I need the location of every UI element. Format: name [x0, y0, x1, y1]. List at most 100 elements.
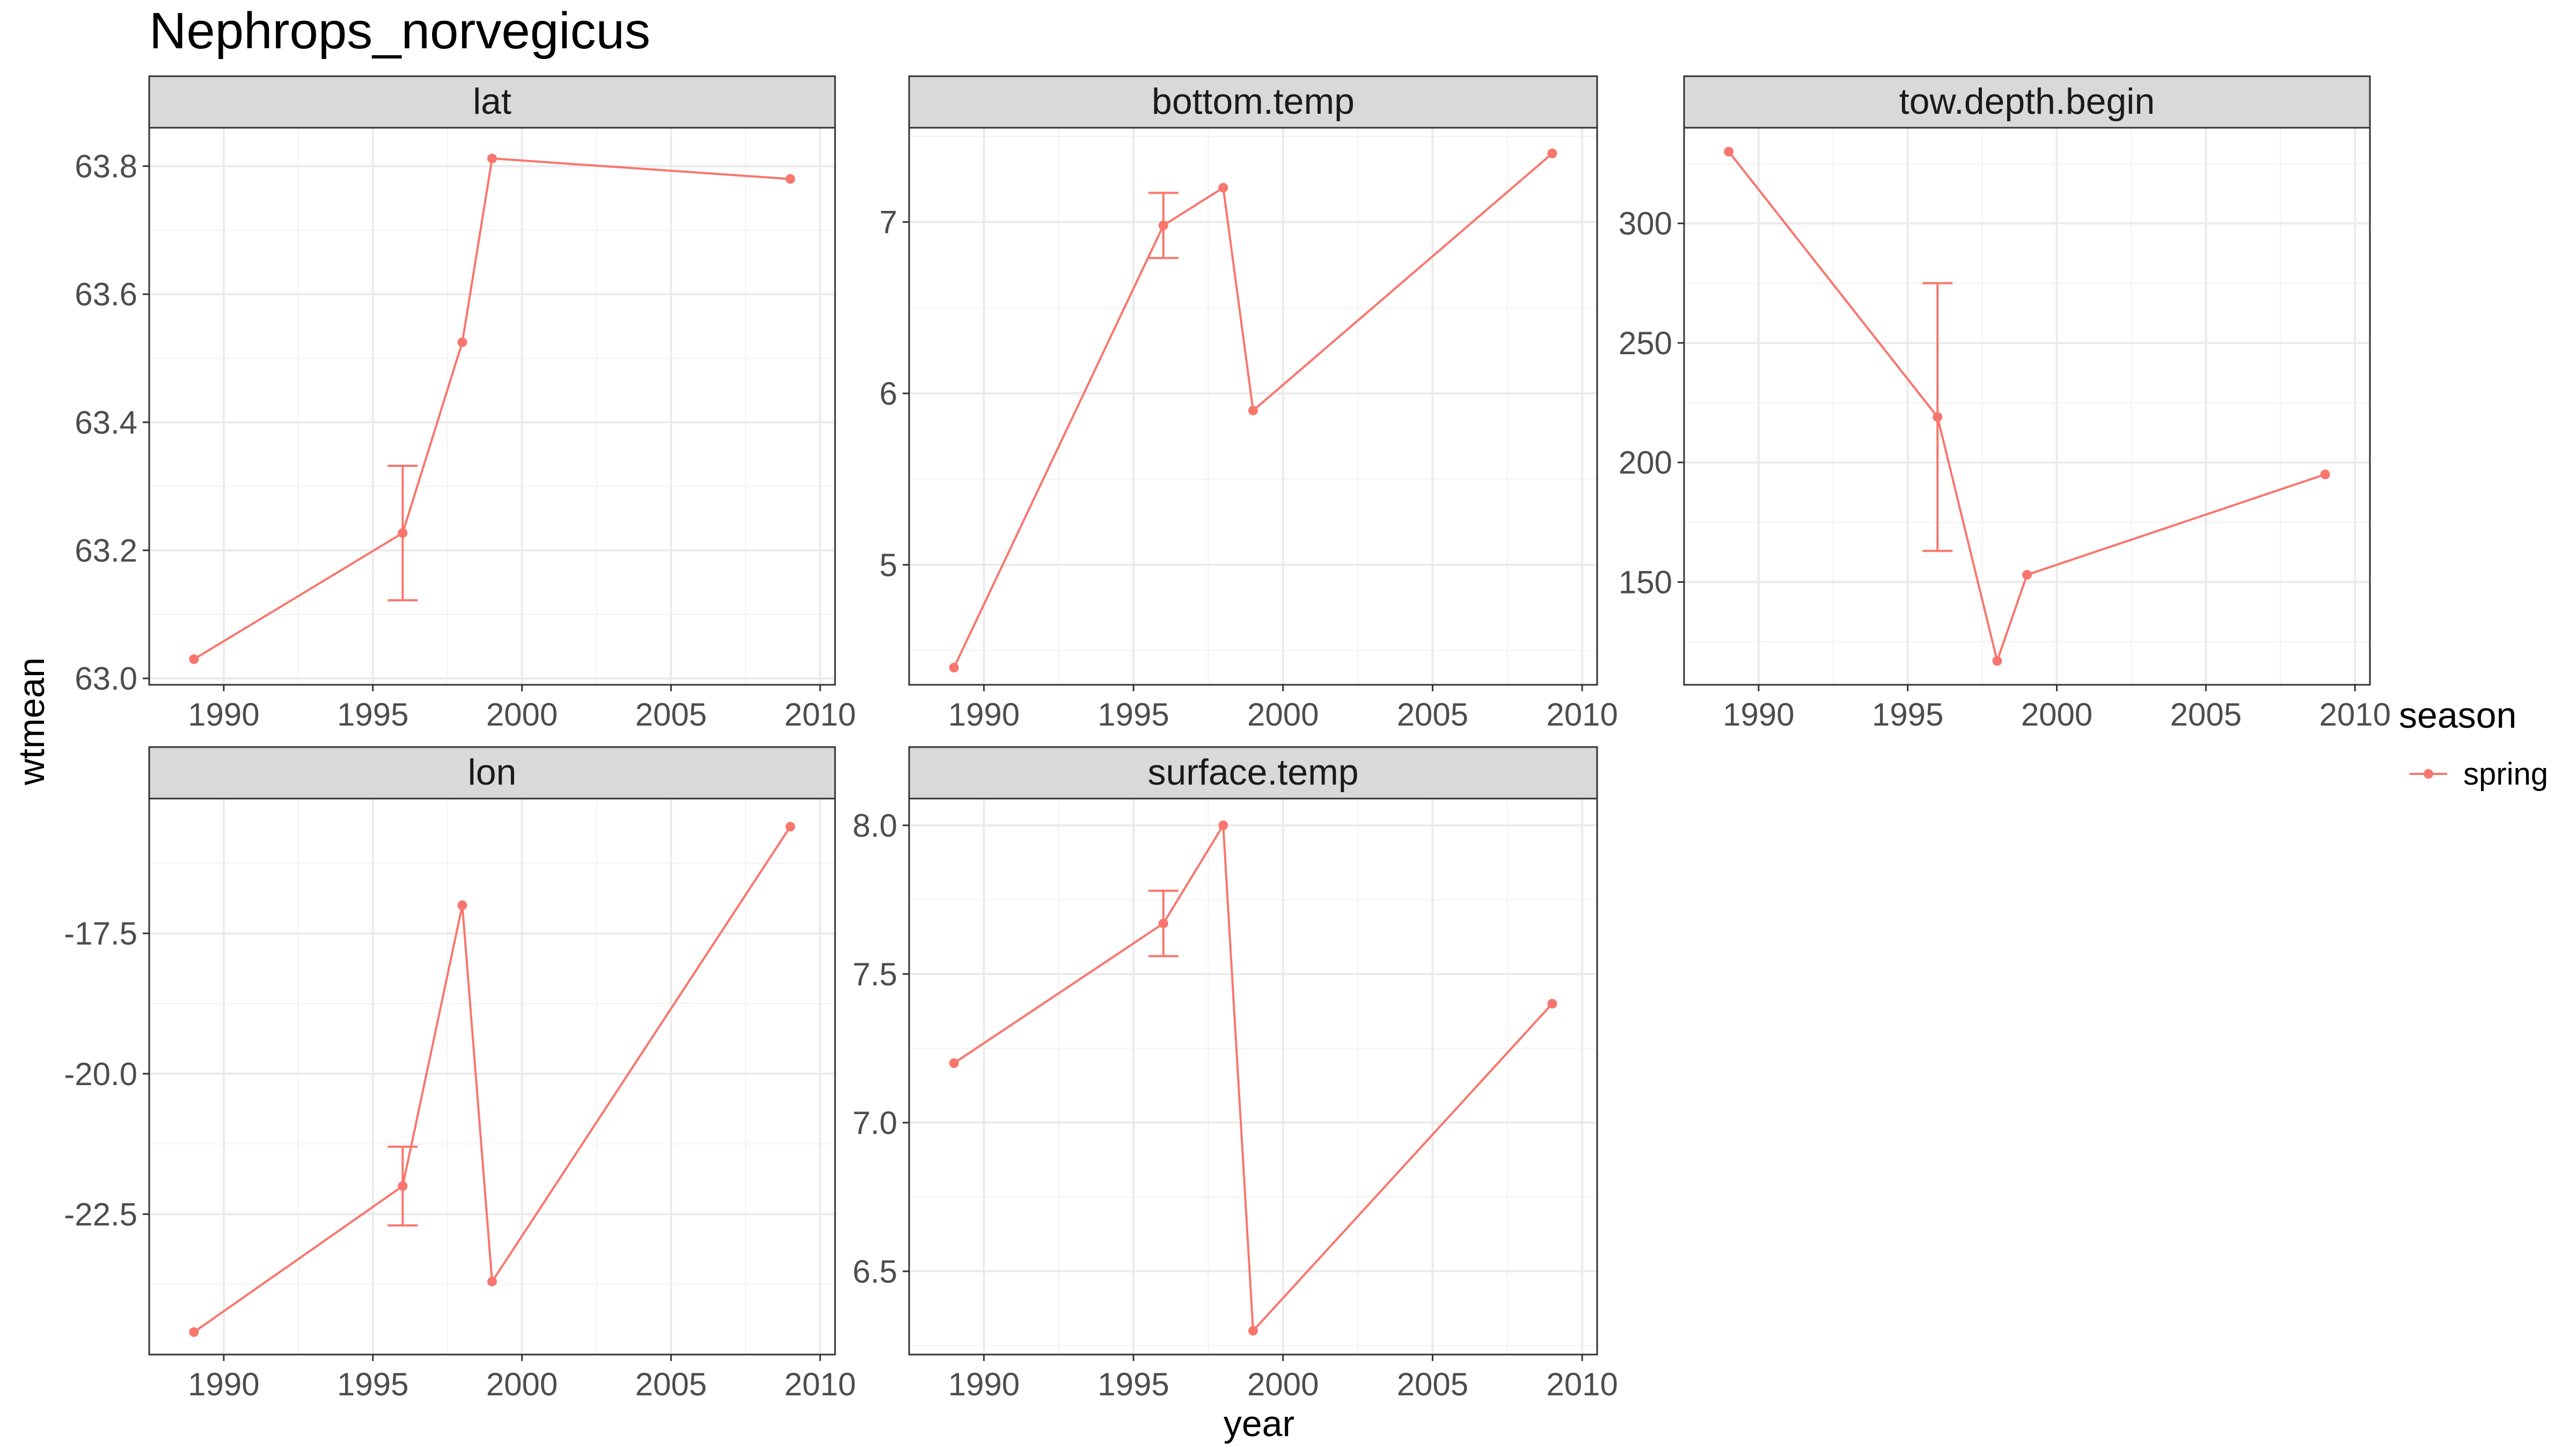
y-axis-title: wtmean — [11, 657, 52, 786]
y-tick-label: 63.0 — [75, 661, 137, 697]
y-tick-label: 63.8 — [75, 149, 137, 185]
panel-border — [148, 127, 836, 686]
data-point-1989 — [1724, 147, 1734, 157]
legend-title: season — [2399, 695, 2516, 736]
y-tick-label: 200 — [1619, 445, 1672, 481]
legend: season spring — [2399, 695, 2548, 792]
data-point-1999 — [2022, 570, 2032, 580]
x-tick-label: 2005 — [1397, 697, 1468, 733]
x-tick-label: 1995 — [1097, 1366, 1169, 1402]
legend-label-spring: spring — [2463, 757, 2548, 792]
facet-panel-lat: lat 1990 1995 2000 2005 2010 63.0 63.2 63.4 63.6 6… — [75, 75, 856, 733]
data-point-1989 — [949, 663, 959, 673]
data-point-1989 — [189, 654, 199, 664]
y-tick-label: 63.2 — [75, 532, 137, 568]
y-tick-label: 7.5 — [853, 956, 897, 992]
facet-panel-bottom-temp: bottom.temp 1990 1995 2000 2005 2010 5 6 7 — [880, 75, 1618, 733]
y-tick-label: -22.5 — [64, 1196, 137, 1232]
x-tick-label: 1995 — [337, 1366, 408, 1402]
data-point-1999 — [487, 153, 497, 164]
x-axis-title: year — [1224, 1403, 1294, 1444]
x-tick-label: 2000 — [2021, 697, 2092, 733]
x-tick-label: 2010 — [784, 1366, 855, 1402]
data-point-2009 — [785, 174, 795, 184]
data-point-1989 — [949, 1058, 959, 1069]
chart-title: Nephrops_norvegicus — [149, 2, 650, 60]
x-tick-label: 2000 — [486, 1366, 558, 1402]
facet-strip — [1683, 75, 2371, 129]
x-tick-label: 2000 — [1247, 697, 1319, 733]
series-line-spring — [953, 822, 1553, 1334]
x-tick-label: 1990 — [188, 1366, 259, 1402]
facet-strip — [148, 75, 836, 129]
facet-panel-lon: lon 1990 1995 2000 2005 2010 -22.5 -20.0 -17.5 — [64, 746, 856, 1402]
facet-strip-label: surface.temp — [1147, 752, 1358, 793]
series-line-spring — [1728, 151, 2326, 665]
facet-strip-label: tow.depth.begin — [1899, 81, 2155, 122]
y-tick-label: -20.0 — [64, 1056, 137, 1092]
y-tick-label: 150 — [1619, 564, 1672, 600]
y-tick-label: 250 — [1619, 325, 1672, 361]
x-tick-label: 2005 — [2170, 697, 2242, 733]
panel-border — [908, 127, 1598, 686]
y-tick-label: 8.0 — [853, 808, 897, 844]
data-point-1996 — [1158, 221, 1168, 231]
facet-strip — [148, 746, 836, 800]
y-tick-label: 63.4 — [75, 405, 137, 441]
panel-border — [1683, 127, 2371, 686]
panel-border — [148, 797, 836, 1356]
x-tick-label: 2010 — [1546, 1366, 1618, 1402]
facet-strip — [908, 746, 1598, 800]
data-point-2009 — [2320, 469, 2330, 479]
x-tick-label: 1990 — [948, 697, 1020, 733]
x-tick-label: 1990 — [188, 697, 259, 733]
x-tick-label: 2005 — [1397, 1366, 1468, 1402]
series-line-spring — [193, 826, 792, 1333]
x-tick-label: 1995 — [337, 697, 408, 733]
x-tick-label: 1990 — [948, 1366, 1020, 1402]
y-tick-label: 300 — [1619, 206, 1672, 241]
facet-strip-label: lon — [468, 752, 517, 793]
x-tick-label: 1995 — [1872, 697, 1943, 733]
legend-key-point — [2424, 769, 2433, 779]
y-tick-label: -17.5 — [64, 916, 137, 952]
data-point-1998 — [457, 337, 467, 347]
y-tick-label: 63.6 — [75, 276, 137, 312]
y-tick-label: 7 — [880, 204, 897, 240]
y-tick-label: 6.5 — [853, 1254, 897, 1290]
data-point-1998 — [1218, 820, 1228, 830]
panel-border — [908, 797, 1598, 1356]
facet-strip-label: lat — [473, 81, 511, 122]
series-line-spring — [193, 157, 791, 660]
x-tick-label: 2010 — [784, 697, 855, 733]
data-point-1999 — [487, 1276, 497, 1286]
x-tick-label: 1990 — [1723, 697, 1794, 733]
x-tick-label: 2005 — [635, 697, 707, 733]
facet-panel-surface-temp: surface.temp 1990 1995 2000 2005 2010 6.5 7.0 7.… — [853, 746, 1618, 1402]
x-tick-label: 2010 — [1546, 697, 1618, 733]
x-tick-label: 2000 — [486, 697, 558, 733]
data-point-1996 — [398, 1181, 408, 1191]
data-point-1998 — [1992, 656, 2002, 666]
facet-strip-label: bottom.temp — [1152, 81, 1355, 122]
data-point-1996 — [1158, 918, 1168, 928]
data-point-1998 — [457, 900, 467, 910]
y-tick-label: 5 — [880, 547, 897, 583]
x-tick-label: 2000 — [1247, 1366, 1319, 1402]
data-point-1989 — [189, 1327, 199, 1337]
x-tick-label: 2005 — [635, 1366, 707, 1402]
facet-strip — [908, 75, 1598, 129]
data-point-2009 — [1547, 999, 1557, 1009]
data-point-1996 — [398, 528, 408, 538]
facet-panel-tow-depth-begin: tow.depth.begin 1990 1995 2000 2005 2010 150 20… — [1619, 75, 2391, 733]
data-point-2009 — [1547, 148, 1557, 158]
data-point-1999 — [1248, 1326, 1258, 1336]
x-tick-label: 2010 — [2319, 697, 2390, 733]
data-point-2009 — [785, 822, 795, 832]
y-tick-label: 6 — [880, 376, 897, 412]
y-tick-label: 7.0 — [853, 1105, 897, 1141]
data-point-1999 — [1248, 405, 1258, 415]
data-point-1998 — [1218, 182, 1228, 193]
